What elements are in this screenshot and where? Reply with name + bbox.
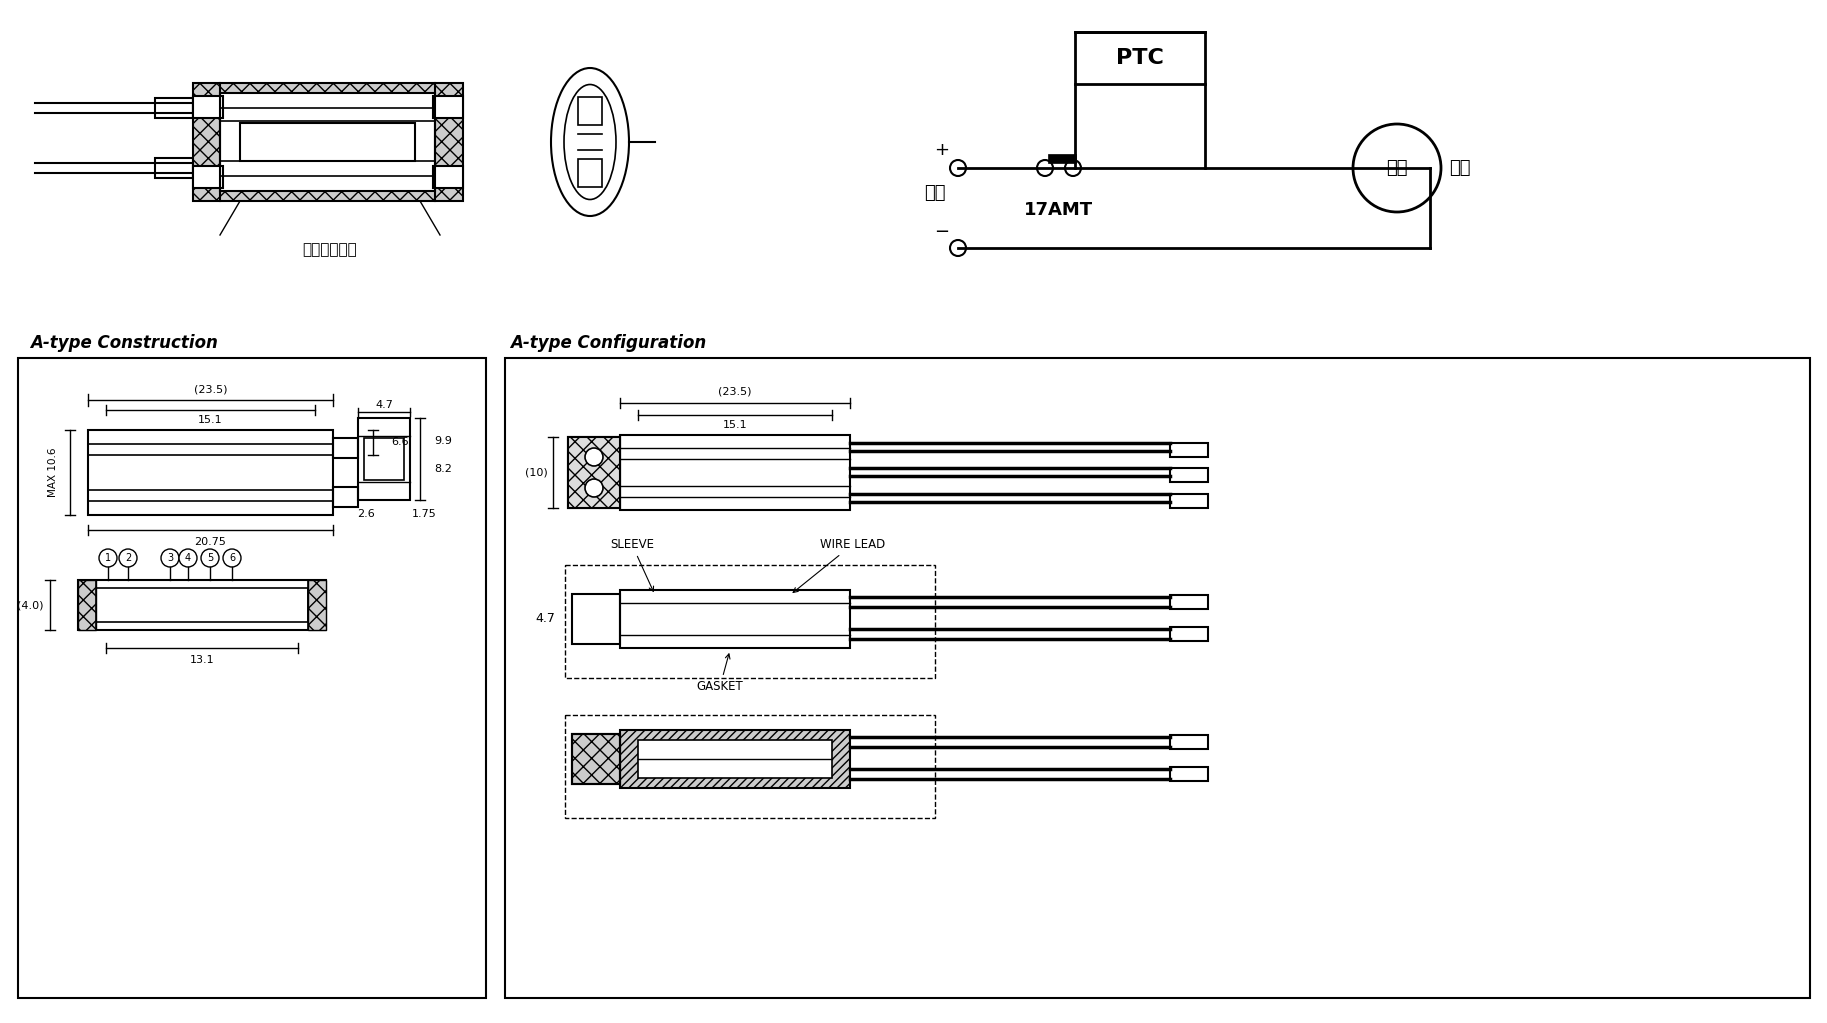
Text: 6.6: 6.6 [391,437,409,447]
Bar [1169,627,1208,641]
Bar [577,159,603,187]
Bar [565,565,935,678]
Text: 8.2: 8.2 [435,463,451,474]
Text: −: − [934,223,950,241]
Bar [79,580,97,630]
Bar [1169,767,1208,781]
Text: 5: 5 [206,553,214,563]
Bar [1169,443,1208,457]
Bar [565,715,935,818]
Circle shape [1065,160,1082,176]
Bar [619,730,850,788]
Circle shape [1038,160,1052,176]
Circle shape [161,549,179,567]
Text: 4.7: 4.7 [535,613,555,625]
Circle shape [950,240,966,256]
Circle shape [119,549,137,567]
Bar [572,733,619,784]
Bar [1049,154,1076,163]
Bar [572,594,619,644]
Bar [97,588,309,622]
Circle shape [950,160,966,176]
Bar [1169,468,1208,482]
Bar [364,438,404,480]
Bar [194,166,223,188]
Text: 6: 6 [228,553,236,563]
Text: A-type Configuration: A-type Configuration [510,333,707,352]
Text: (23.5): (23.5) [194,384,227,394]
Text: 15.1: 15.1 [723,420,747,430]
Bar [155,98,194,118]
Text: +: + [934,141,950,159]
Bar [155,158,194,178]
Circle shape [99,549,117,567]
Text: (23.5): (23.5) [718,387,751,397]
Circle shape [1354,124,1442,212]
Bar [433,166,462,188]
Bar [572,733,619,784]
Text: 3: 3 [166,553,174,563]
Bar [333,438,358,458]
Text: (10): (10) [524,468,548,478]
Bar [568,437,619,508]
Bar [333,487,358,507]
Circle shape [585,479,603,497]
Bar [568,437,619,508]
Circle shape [223,549,241,567]
Bar [18,358,486,998]
Text: 2.6: 2.6 [356,509,375,519]
Circle shape [585,448,603,466]
Text: 套管两头密封: 套管两头密封 [303,242,358,258]
Text: 20.75: 20.75 [194,537,227,547]
Bar [194,96,223,118]
Text: PTC: PTC [1116,48,1164,68]
Text: 运行: 运行 [1449,159,1471,177]
Bar [79,580,325,630]
Bar [577,97,603,125]
Bar [1169,494,1208,508]
Bar [309,580,325,630]
Text: 1: 1 [104,553,111,563]
Bar [433,96,462,118]
Text: (4.0): (4.0) [16,601,44,610]
Circle shape [179,549,197,567]
Text: 13.1: 13.1 [190,655,214,665]
Text: 15.1: 15.1 [197,415,223,425]
Text: 1.75: 1.75 [411,509,437,519]
Bar [194,83,462,201]
Ellipse shape [552,68,628,216]
Text: 17AMT: 17AMT [1025,201,1094,219]
Text: 2: 2 [124,553,132,563]
Bar [219,93,435,191]
Bar [1074,32,1206,84]
Bar [1169,735,1208,749]
Bar [358,418,409,500]
Text: 4: 4 [185,553,192,563]
Bar [88,430,333,515]
Text: GASKET: GASKET [696,654,744,693]
Text: 9.9: 9.9 [435,436,451,446]
Text: 4.7: 4.7 [375,400,393,410]
Bar [619,590,850,648]
Bar [619,435,850,510]
Text: A-type Construction: A-type Construction [29,333,217,352]
Text: SLEEVE: SLEEVE [610,538,654,591]
Text: WIRE LEAD: WIRE LEAD [793,538,886,592]
Circle shape [201,549,219,567]
Text: 负载: 负载 [1387,159,1409,177]
Bar [638,740,831,779]
Ellipse shape [565,85,616,199]
Text: MAX 10.6: MAX 10.6 [48,448,58,497]
Bar [504,358,1811,998]
Text: 电源: 电源 [924,184,946,202]
Bar [1169,595,1208,609]
Bar [239,123,415,161]
